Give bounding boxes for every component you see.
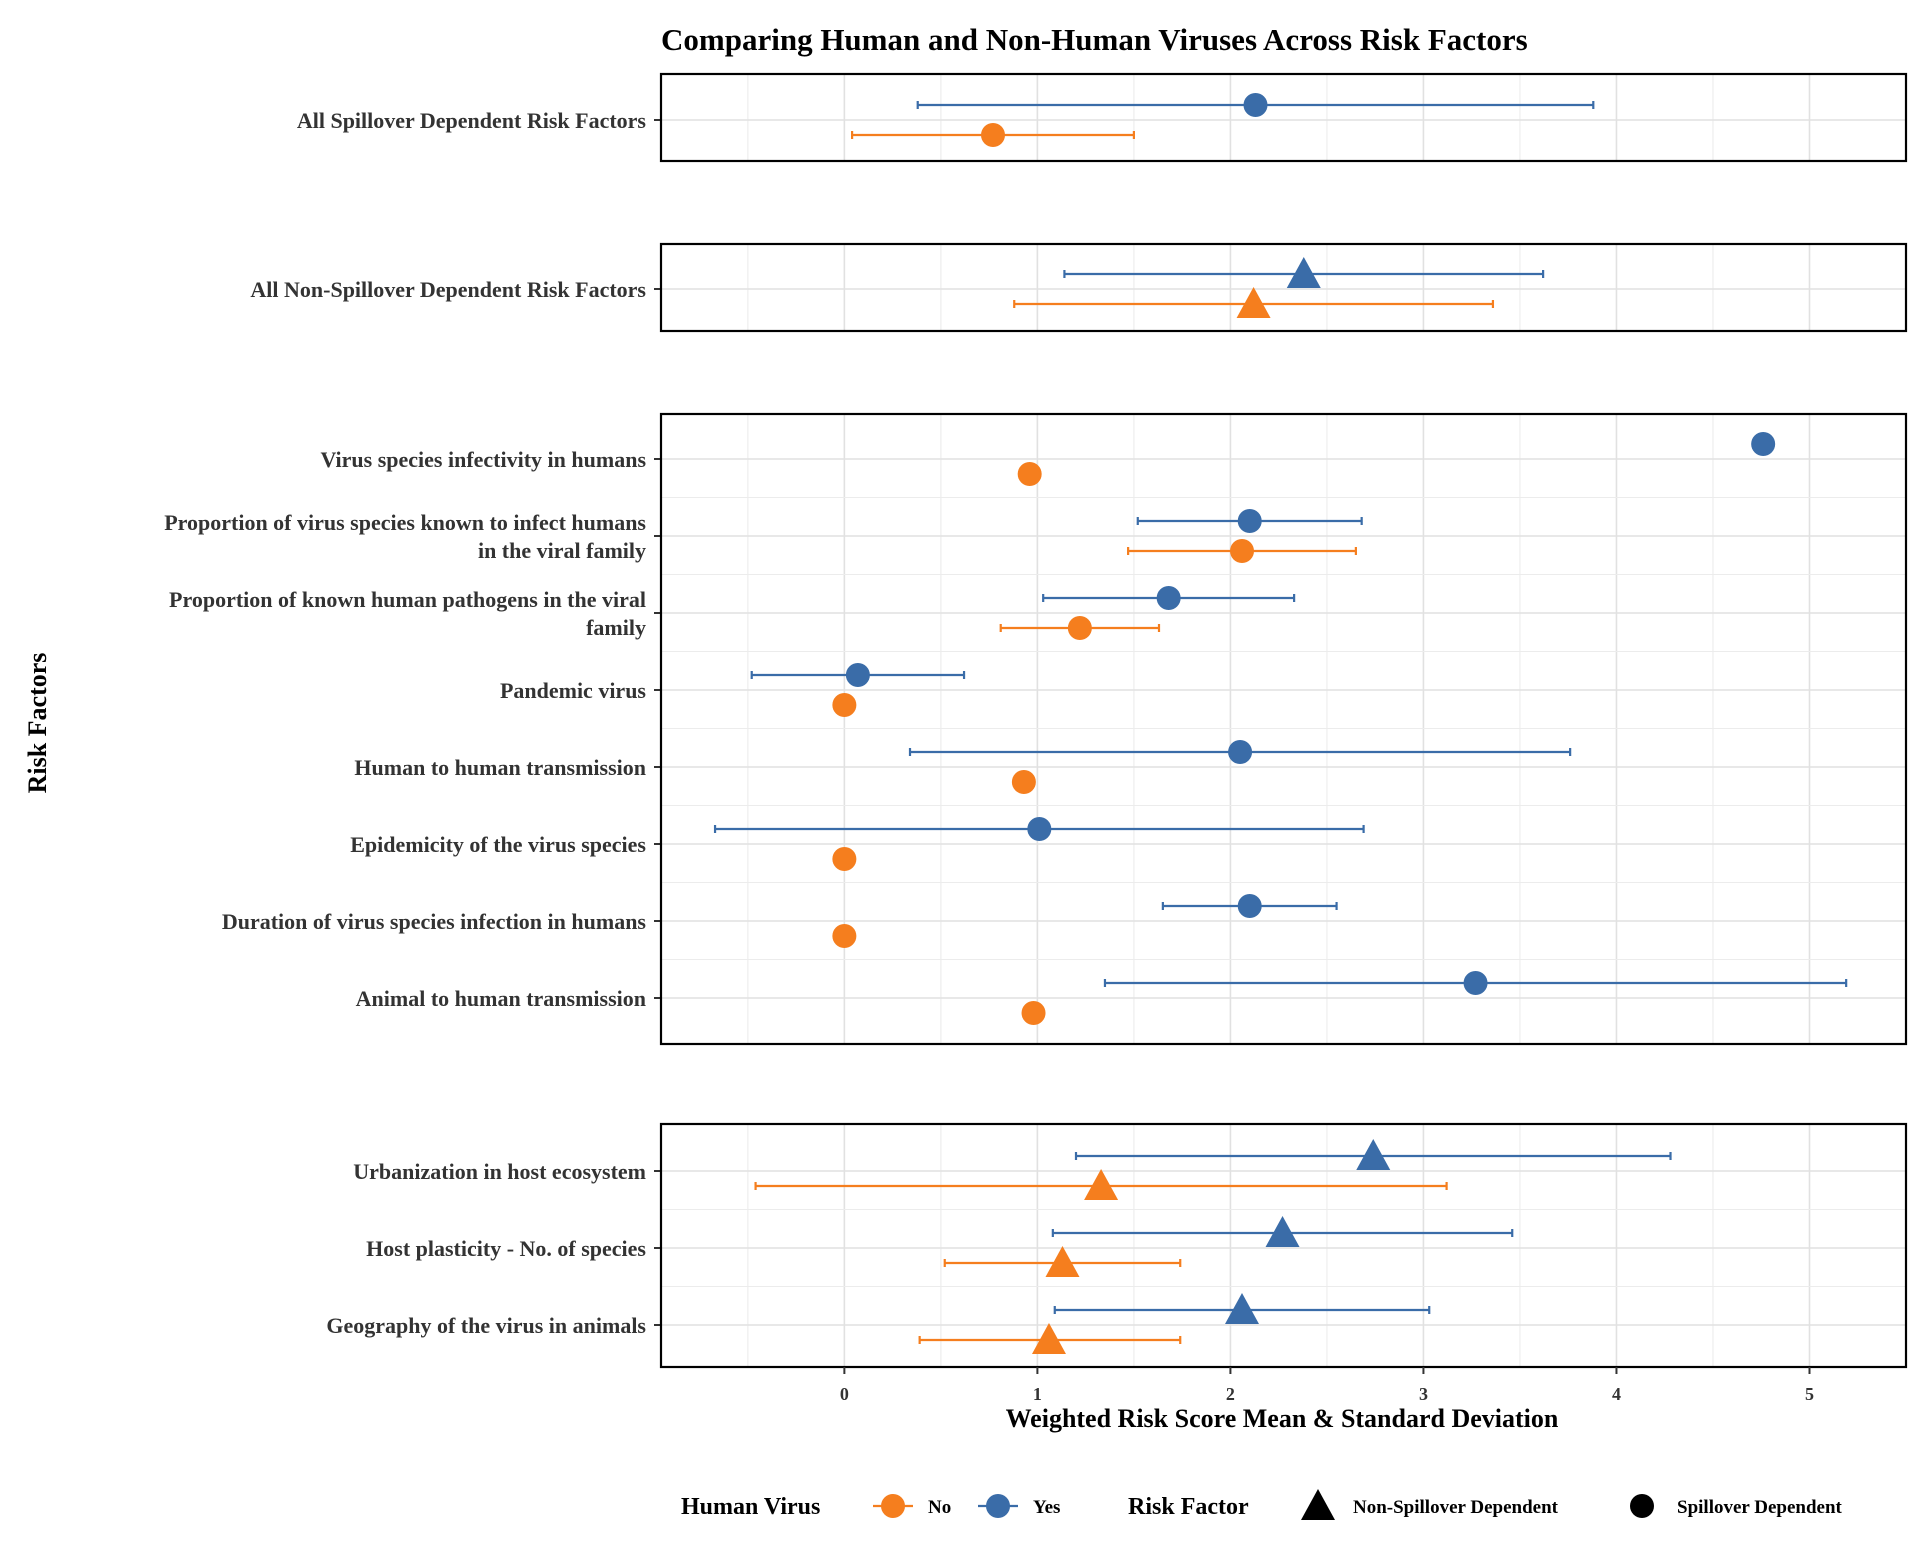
y-tick-label: Urbanization in host ecosystem — [353, 1159, 646, 1184]
legend-item-yes: Yes — [978, 1494, 1060, 1518]
x-tick-label: 1 — [1033, 1384, 1042, 1404]
point-no — [1021, 1001, 1046, 1025]
legend-item-risk-factor: Spillover Dependent — [1630, 1494, 1843, 1518]
panel-border — [659, 72, 1908, 163]
y-tick-label: Epidemicity of the virus species — [350, 832, 646, 857]
facet-panel: All Spillover Dependent Risk Factors — [297, 72, 1908, 163]
point-yes — [1237, 509, 1262, 533]
legend-key-yes — [986, 1494, 1010, 1518]
point-no — [832, 693, 857, 717]
point-yes — [1243, 93, 1268, 117]
y-tick-label: Host plasticity - No. of species — [366, 1236, 646, 1261]
point-yes — [1356, 1139, 1391, 1170]
legend-label: Spillover Dependent — [1677, 1497, 1843, 1518]
y-tick-label: Pandemic virus — [500, 678, 646, 703]
legend-item-risk-factor: Non-Spillover Dependent — [1301, 1489, 1559, 1520]
panel-border — [659, 1122, 1908, 1369]
y-tick-label: Duration of virus species infection in h… — [222, 909, 647, 934]
legend-title-risk-factor: Risk Factor — [1128, 1494, 1249, 1520]
point-no — [1017, 462, 1042, 486]
facet-panel: Virus species infectivity in humans Propo… — [164, 412, 1908, 1046]
y-tick-label: All Non-Spillover Dependent Risk Factors — [250, 277, 646, 302]
y-tick-label: Proportion of known human pathogens in t… — [169, 587, 646, 612]
y-tick-label: family — [586, 615, 646, 640]
legend-title-human-virus: Human Virus — [681, 1494, 820, 1520]
point-yes — [1751, 432, 1776, 456]
facet-panel: All Non-Spillover Dependent Risk Factors — [250, 242, 1908, 333]
point-yes — [1228, 740, 1253, 764]
point-yes — [1265, 1216, 1300, 1247]
y-tick-label: Virus species infectivity in humans — [320, 447, 646, 472]
x-tick-label: 4 — [1612, 1384, 1621, 1404]
chart-title: Comparing Human and Non-Human Viruses Ac… — [661, 22, 1528, 57]
legend-key-no — [881, 1494, 905, 1518]
point-no — [1084, 1169, 1119, 1200]
point-no — [1011, 770, 1036, 794]
y-tick-label: in the viral family — [478, 538, 646, 563]
point-yes — [1463, 971, 1488, 995]
point-yes — [845, 663, 870, 687]
legend: Human Virus No Yes Risk Factor Non-Spillover… — [681, 1489, 1843, 1520]
y-tick-label: Animal to human transmission — [356, 986, 646, 1011]
x-tick-label: 3 — [1419, 1384, 1428, 1404]
y-axis-title: Risk Factors — [23, 653, 52, 794]
panels-layer: All Spillover Dependent Risk Factors All … — [164, 72, 1908, 1369]
point-yes — [1027, 817, 1052, 841]
y-tick-label: Proportion of virus species known to inf… — [164, 510, 646, 535]
panel-border — [659, 412, 1908, 1046]
point-no — [1045, 1246, 1080, 1277]
legend-label: Non-Spillover Dependent — [1353, 1497, 1559, 1518]
point-yes — [1286, 257, 1321, 288]
point-no — [1230, 539, 1254, 563]
point-no — [832, 847, 857, 871]
point-no — [1236, 287, 1271, 318]
point-no — [981, 123, 1005, 147]
y-tick-label: All Spillover Dependent Risk Factors — [297, 108, 647, 133]
point-no — [832, 924, 857, 948]
point-yes — [1225, 1293, 1259, 1324]
x-axis-title: Weighted Risk Score Mean & Standard Devi… — [1006, 1404, 1559, 1433]
point-yes — [1156, 586, 1181, 610]
point-no — [1067, 616, 1092, 640]
x-axis: 0 1 2 3 4 5 — [840, 1367, 1814, 1404]
point-no — [1031, 1323, 1066, 1354]
x-tick-label: 5 — [1805, 1384, 1814, 1404]
legend-item-no: No — [873, 1494, 951, 1518]
x-tick-label: 0 — [840, 1384, 849, 1404]
legend-triangle-key — [1301, 1489, 1335, 1520]
legend-circle-key — [1630, 1494, 1654, 1518]
legend-label: Yes — [1033, 1497, 1060, 1518]
y-tick-label: Geography of the virus in animals — [326, 1313, 646, 1338]
point-yes — [1237, 894, 1262, 918]
x-tick-label: 2 — [1226, 1384, 1235, 1404]
legend-label: No — [928, 1497, 951, 1518]
y-tick-label: Human to human transmission — [354, 755, 646, 780]
panel-border — [659, 242, 1908, 333]
facet-panel: Urbanization in host ecosystem Host plast… — [326, 1122, 1908, 1369]
